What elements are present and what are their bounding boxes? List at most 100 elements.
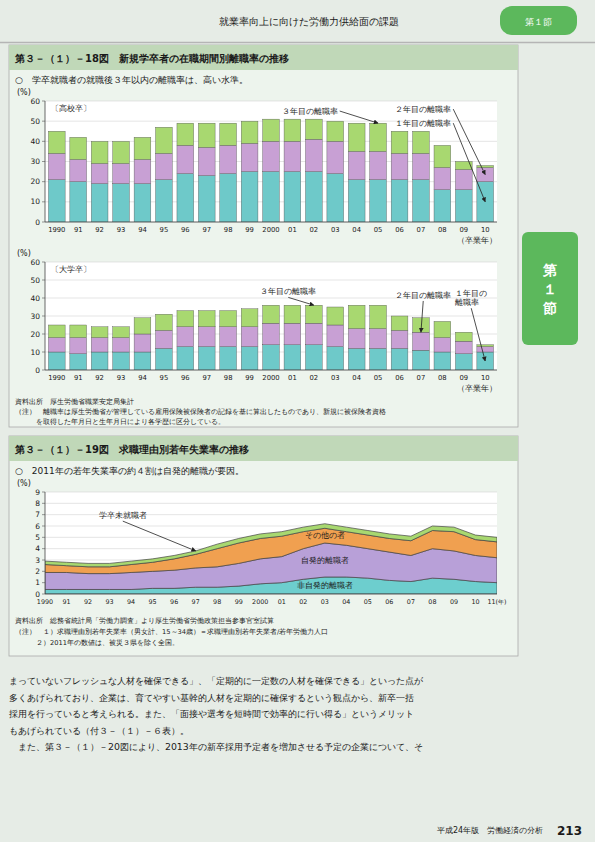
bar-segment [113,338,130,352]
y-tick-label: 1 [35,578,40,587]
section-side-label [522,232,578,345]
x-tick-label: 94 [138,226,147,234]
x-tick-label: 04 [342,598,350,606]
bar-segment [91,338,108,352]
section-badge [500,6,577,35]
bar-segment [48,180,65,222]
bar-segment [413,350,430,370]
x-tick-label: 91 [74,374,83,382]
x-tick-label: 2000 [262,226,279,234]
bar-segment [91,164,108,184]
bar-segment [327,121,344,141]
bar-segment [177,123,194,145]
bar-segment [327,174,344,222]
bar-segment [348,329,365,349]
source-note: を取得した年月日と生年月日により各学歴に区分している。 [15,418,225,426]
bar-segment [91,184,108,222]
x-tick-label: 94 [138,374,147,382]
x-axis-line [45,594,497,595]
bar-segment [348,123,365,151]
bar-segment [263,323,280,345]
text-line: もあげられている（付３－（１）－６表）。 [9,725,189,736]
y-tick-label: 10 [30,348,40,357]
x-tick-label: 97 [202,374,211,382]
bar-segment [305,119,322,139]
y-tick [42,560,45,561]
header-rule [0,42,595,44]
section-side-text: 第１節 [542,262,557,316]
text-line: 離職率 [455,298,479,307]
x-tick-label: 04 [352,374,361,382]
annotation-arrow [453,109,485,175]
y-tick-label: 3 [35,556,40,565]
x-tick-label: 99 [235,598,243,606]
y-axis-line [45,492,46,594]
grid-line [45,594,497,595]
x-tick-label: 92 [95,226,104,234]
y-tick [42,201,45,202]
section-badge-label: 第１節 [525,17,552,27]
bar-segment [477,347,494,352]
x-tick-label: 95 [149,598,157,606]
bar-segment [70,182,87,222]
y-tick-label: 0 [35,366,40,375]
bar-segment [305,139,322,171]
plot-background [45,492,497,594]
bar-segment [348,151,365,179]
bar-segment [134,159,151,183]
series-label: ２年目の離職率 [395,105,451,114]
y-tick [42,181,45,182]
bars [48,305,493,370]
y-tick-label: 8 [35,499,40,508]
y-tick [42,582,45,583]
bar-segment [241,327,258,347]
y-tick-label: 7 [35,510,40,519]
series-label: ３年目の離職率 [260,287,316,296]
x-tick-label: 98 [224,374,233,382]
x-tick-label: 08 [428,598,436,606]
y-tick [42,537,45,538]
y-tick [42,571,45,572]
text-line: 第 [542,262,557,278]
x-tick-label: 02 [310,374,319,382]
bar-segment [413,180,430,222]
plot-background [45,101,497,222]
bar-segment [48,325,65,338]
bar-segment [198,123,215,147]
y-tick-label: 30 [30,157,40,166]
bar-segment [305,323,322,345]
x-tick-label: 2000 [252,598,268,606]
annotation-arrow [471,308,485,361]
bar-segment [156,348,173,370]
grid-line [45,503,497,504]
bar-segment [434,168,451,190]
bar-segment [241,121,258,143]
bar-segment [70,159,87,181]
x-tick-label: 1990 [37,598,53,606]
x-axis-label: （卒業年） [457,236,497,245]
grid-line [45,370,497,371]
bar-segment [156,127,173,153]
bar-segment [348,180,365,222]
x-tick-label: 05 [364,598,372,606]
bar-segment [70,137,87,159]
area [45,524,497,567]
y-tick-label: 5 [35,533,40,542]
y-tick [42,141,45,142]
bar-segment [220,145,237,173]
x-tick-label: 91 [62,598,70,606]
x-tick-label: 99 [245,374,254,382]
figure-subtitle: ○ 2011年の若年失業率の約４割は自発的離職が要因。 [15,466,244,476]
bar-segment [305,172,322,222]
y-tick-label: 20 [30,177,40,186]
bar-segment [391,180,408,222]
page-number: 213 [557,824,582,838]
bars [48,119,493,222]
text-line: 多くあげられており、企業は、育てやすい基幹的人材を定期的に確保するという観点から… [9,692,414,703]
bar-segment [348,348,365,370]
bar-segment [156,153,173,179]
page-label: 平成24年版 労働経済の分析 [437,826,543,835]
y-tick [42,222,45,223]
bar-segment [370,305,387,328]
bar-segment [434,145,451,167]
